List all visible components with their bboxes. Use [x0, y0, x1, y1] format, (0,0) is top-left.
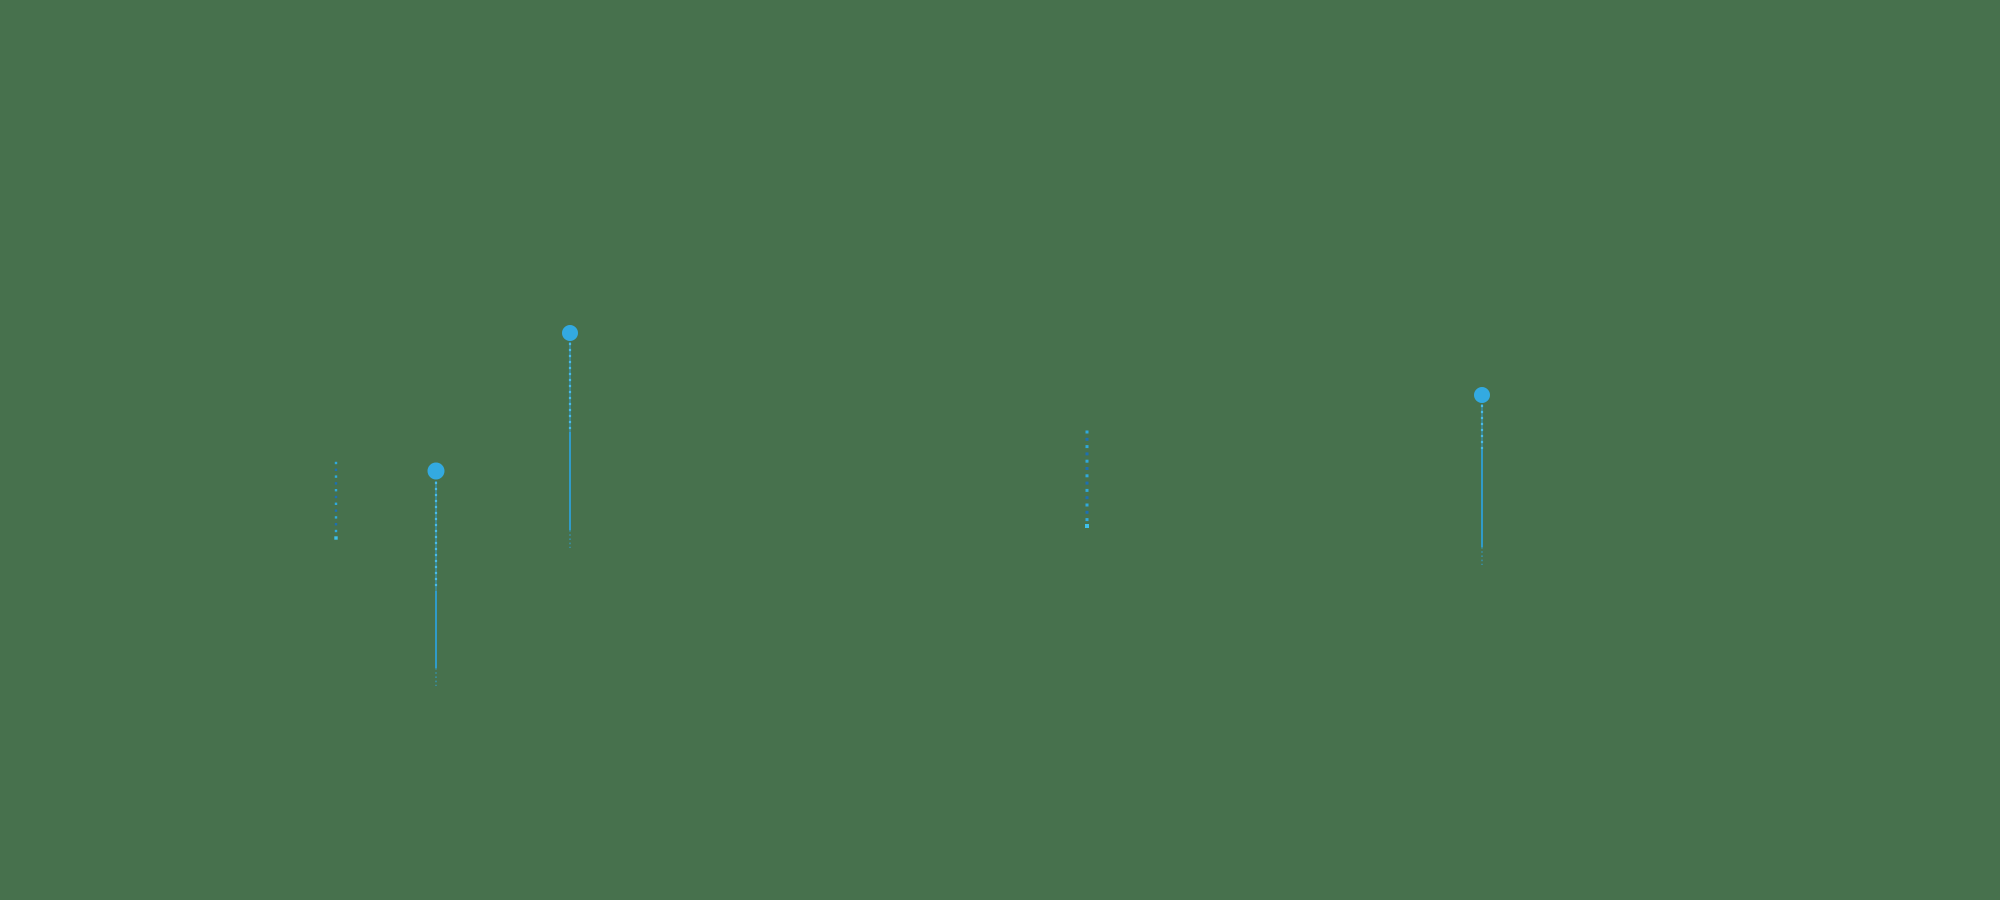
string-bead: [434, 499, 438, 503]
string-bead: [568, 348, 572, 352]
trail-dot: [334, 529, 338, 533]
string-bead: [1480, 416, 1484, 420]
string-bead: [568, 426, 572, 430]
trail-dot: [1085, 430, 1089, 434]
string-bead: [1480, 428, 1484, 432]
trail-dot: [1085, 437, 1089, 441]
string-bead: [434, 523, 438, 527]
string-bead: [568, 378, 572, 382]
trail-end-dot: [334, 536, 338, 540]
string-bead: [568, 420, 572, 424]
string-bead: [434, 529, 438, 533]
trail-dot: [334, 509, 338, 512]
string-bead: [568, 384, 572, 388]
string-bead: [568, 354, 572, 358]
string-bead: [1480, 404, 1484, 408]
trail-dot: [334, 461, 338, 465]
string-bead: [568, 390, 572, 394]
balloon-head[interactable]: [427, 462, 445, 480]
trail-dot: [1085, 518, 1089, 522]
trail-dot: [1085, 467, 1089, 470]
string-bead: [434, 493, 438, 497]
trail-dot: [334, 502, 338, 505]
trail-dot: [1085, 510, 1089, 514]
string-bead: [434, 559, 438, 563]
string-bead: [434, 481, 438, 485]
string-bead: [434, 565, 438, 569]
string-bead: [434, 505, 438, 509]
trail-dot: [334, 516, 338, 519]
trail-dot: [334, 523, 338, 526]
string-bead: [568, 372, 572, 376]
string-bead: [434, 577, 438, 581]
string-bead: [1480, 410, 1484, 414]
dotted-trail-marker: [1085, 430, 1089, 528]
string-bead: [434, 541, 438, 545]
string-bead: [434, 535, 438, 539]
trail-dot: [1085, 481, 1089, 485]
trail-dot: [334, 489, 338, 492]
string-bead: [568, 408, 572, 412]
balloon-head[interactable]: [1474, 387, 1490, 403]
trail-dot: [334, 482, 338, 485]
dotted-trail-marker: [334, 461, 338, 540]
string-bead: [568, 366, 572, 370]
trail-dot: [334, 495, 338, 499]
trail-dot: [1085, 503, 1089, 507]
trail-dot: [1085, 445, 1089, 449]
trail-dot: [1085, 474, 1089, 478]
balloon-marker[interactable]: [562, 325, 578, 548]
string-bead: [434, 517, 438, 521]
trail-dot: [1085, 496, 1089, 500]
string-bead: [568, 396, 572, 400]
string-bead: [434, 583, 438, 587]
trail-dot: [334, 475, 338, 478]
string-bead: [434, 511, 438, 515]
string-bead: [1480, 446, 1484, 450]
trail-dot: [334, 468, 338, 471]
balloon-head[interactable]: [562, 325, 578, 341]
trail-dot: [1085, 452, 1089, 456]
trail-end-dot: [1085, 524, 1089, 528]
string-bead: [434, 547, 438, 551]
string-bead: [434, 487, 438, 491]
trail-dot: [1085, 488, 1089, 492]
string-bead: [568, 360, 572, 364]
string-bead: [568, 402, 572, 406]
string-bead: [1480, 440, 1484, 444]
string-bead: [1480, 434, 1484, 438]
balloon-marker[interactable]: [427, 462, 445, 687]
string-bead: [1480, 422, 1484, 426]
string-bead: [434, 553, 438, 557]
string-bead: [568, 342, 572, 346]
trail-dot: [1085, 459, 1089, 463]
string-bead: [434, 571, 438, 575]
string-bead: [568, 414, 572, 418]
balloon-marker[interactable]: [1474, 387, 1490, 565]
